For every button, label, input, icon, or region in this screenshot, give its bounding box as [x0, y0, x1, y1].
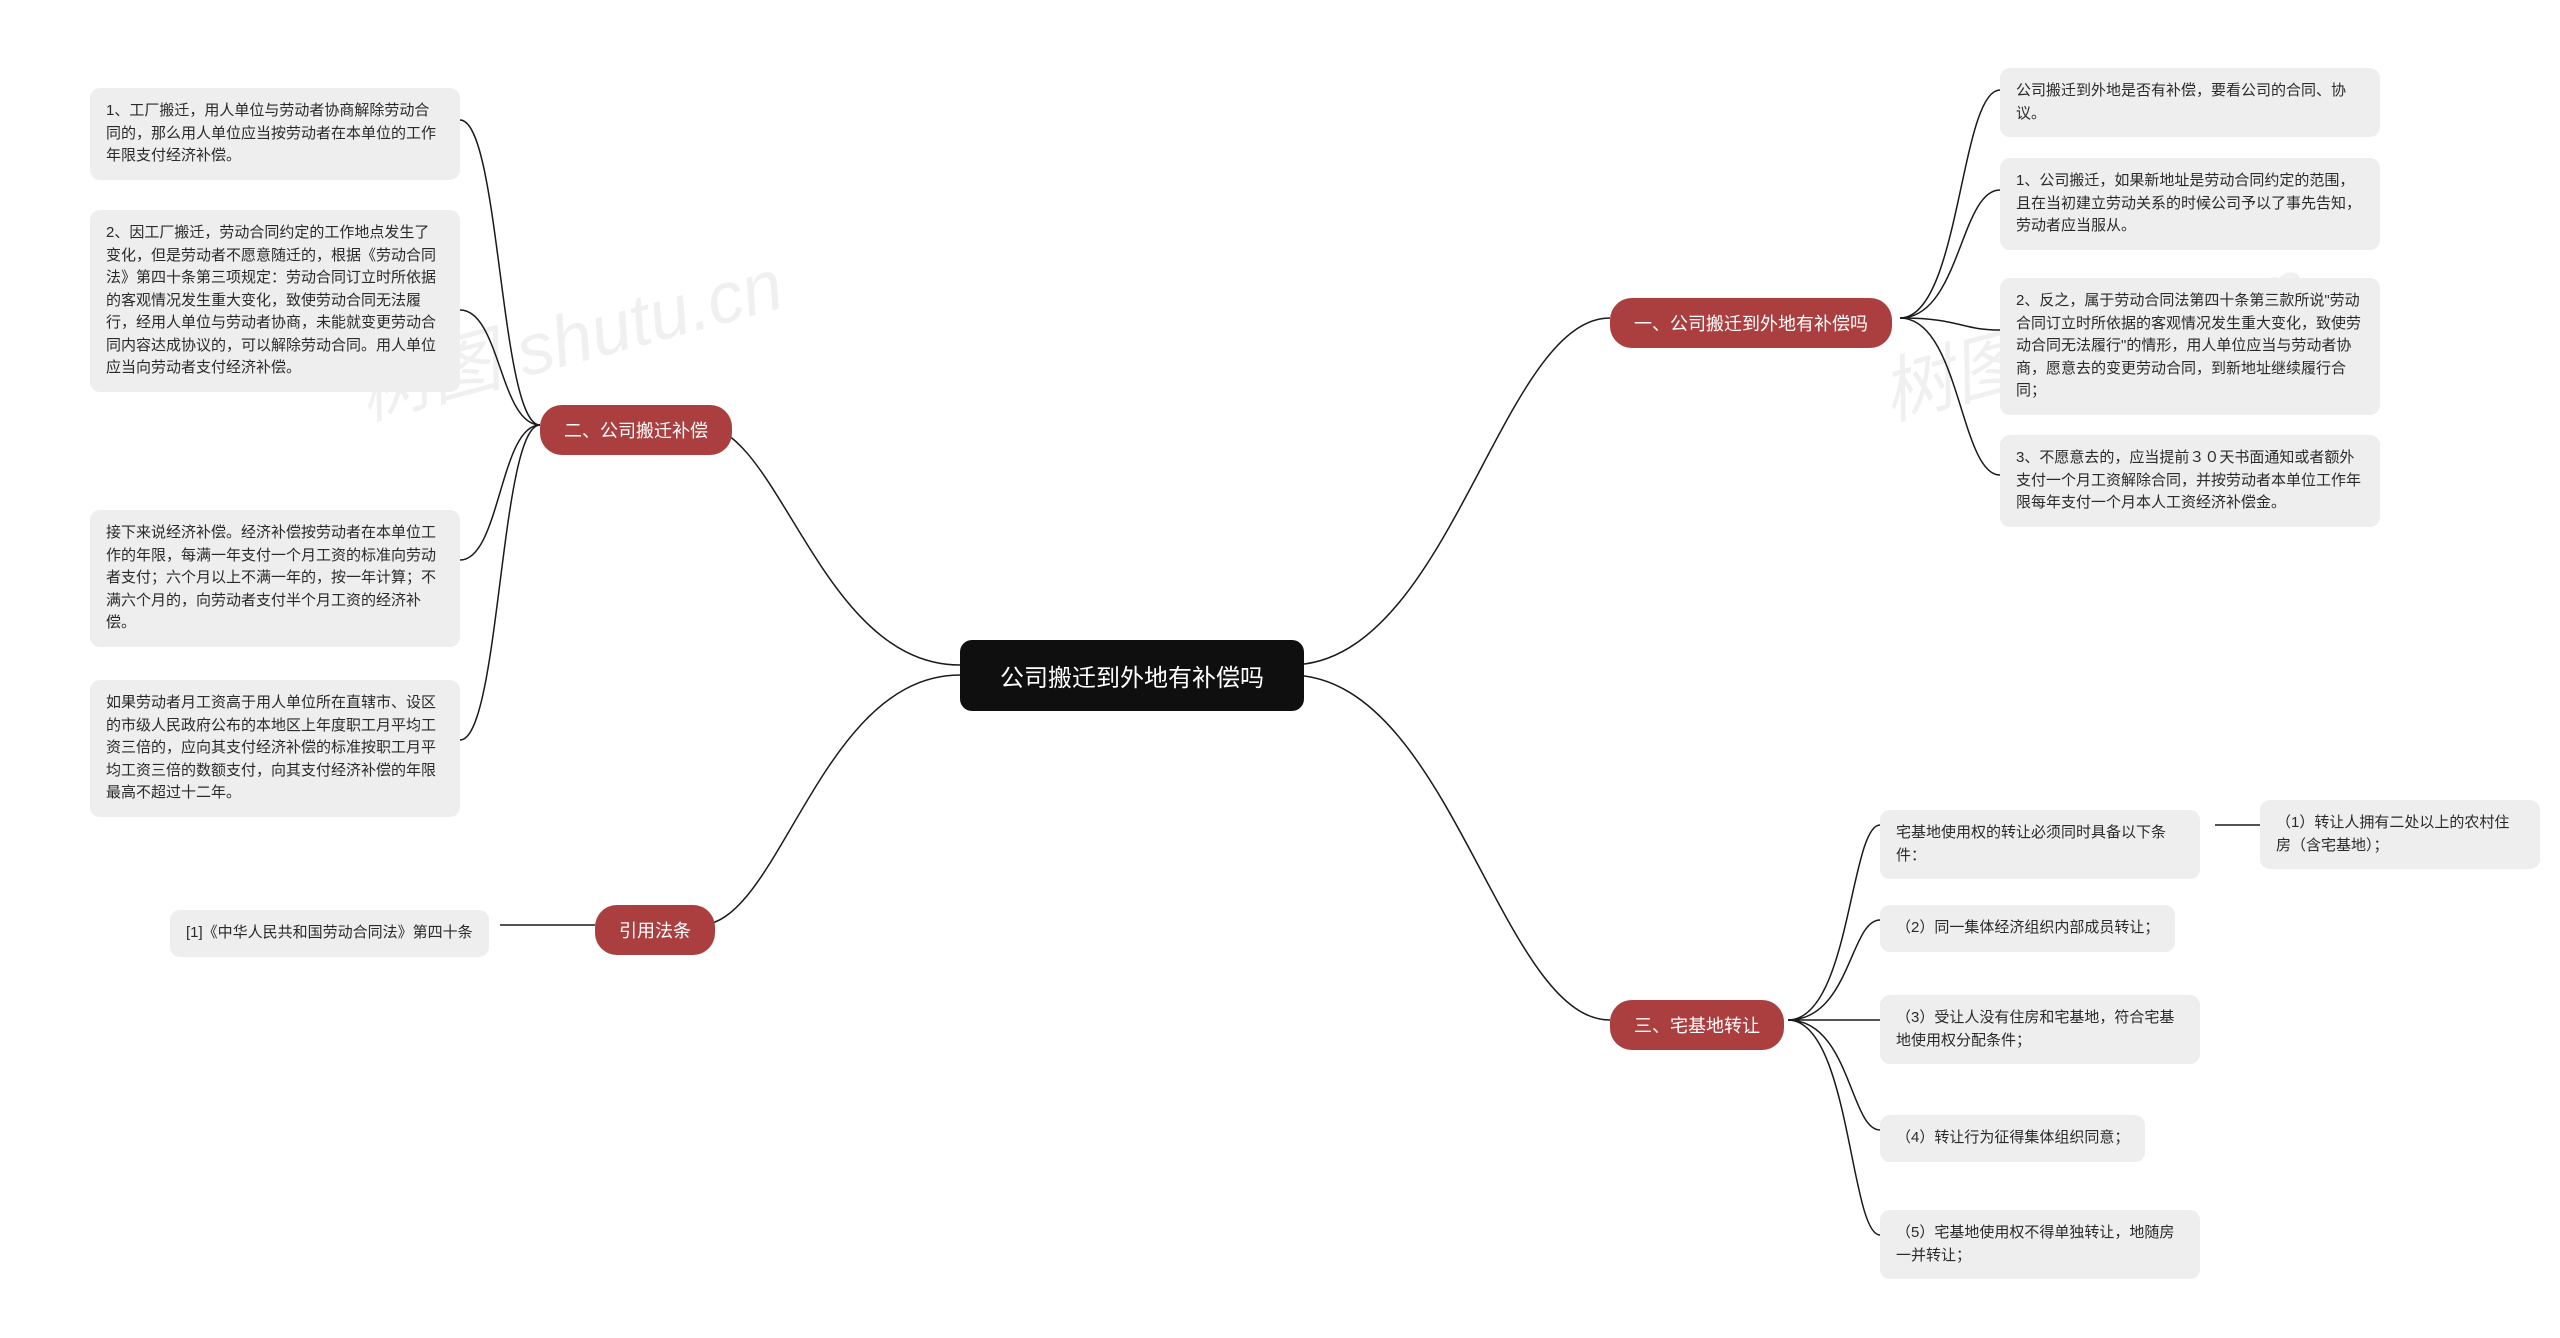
leaf-2-1: 1、工厂搬迁，用人单位与劳动者协商解除劳动合同的，那么用人单位应当按劳动者在本单… — [90, 88, 460, 180]
leaf-1-2: 1、公司搬迁，如果新地址是劳动合同约定的范围，且在当初建立劳动关系的时候公司予以… — [2000, 158, 2380, 250]
leaf-3-3: （3）受让人没有住房和宅基地，符合宅基地使用权分配条件； — [1880, 995, 2200, 1064]
branch-three: 三、宅基地转让 — [1610, 1000, 1784, 1050]
leaf-1-3: 2、反之，属于劳动合同法第四十条第三款所说"劳动合同订立时所依据的客观情况发生重… — [2000, 278, 2380, 415]
leaf-3-4: （4）转让行为征得集体组织同意； — [1880, 1115, 2145, 1162]
leaf-3-5: （5）宅基地使用权不得单独转让，地随房一并转让； — [1880, 1210, 2200, 1279]
leaf-3-2: （2）同一集体经济组织内部成员转让； — [1880, 905, 2175, 952]
mindmap-root: 公司搬迁到外地有补偿吗 — [960, 640, 1304, 711]
leaf-2-2: 2、因工厂搬迁，劳动合同约定的工作地点发生了变化，但是劳动者不愿意随迁的，根据《… — [90, 210, 460, 392]
leaf-3-1a: （1）转让人拥有二处以上的农村住房（含宅基地）； — [2260, 800, 2540, 869]
leaf-2-3: 接下来说经济补偿。经济补偿按劳动者在本单位工作的年限，每满一年支付一个月工资的标… — [90, 510, 460, 647]
leaf-4-1: [1]《中华人民共和国劳动合同法》第四十条 — [170, 910, 489, 957]
branch-one: 一、公司搬迁到外地有补偿吗 — [1610, 298, 1892, 348]
branch-two: 二、公司搬迁补偿 — [540, 405, 732, 455]
leaf-3-1: 宅基地使用权的转让必须同时具备以下条件： — [1880, 810, 2200, 879]
leaf-1-1: 公司搬迁到外地是否有补偿，要看公司的合同、协议。 — [2000, 68, 2380, 137]
leaf-2-4: 如果劳动者月工资高于用人单位所在直辖市、设区的市级人民政府公布的本地区上年度职工… — [90, 680, 460, 817]
leaf-1-4: 3、不愿意去的，应当提前３０天书面通知或者额外支付一个月工资解除合同，并按劳动者… — [2000, 435, 2380, 527]
branch-four: 引用法条 — [595, 905, 715, 955]
